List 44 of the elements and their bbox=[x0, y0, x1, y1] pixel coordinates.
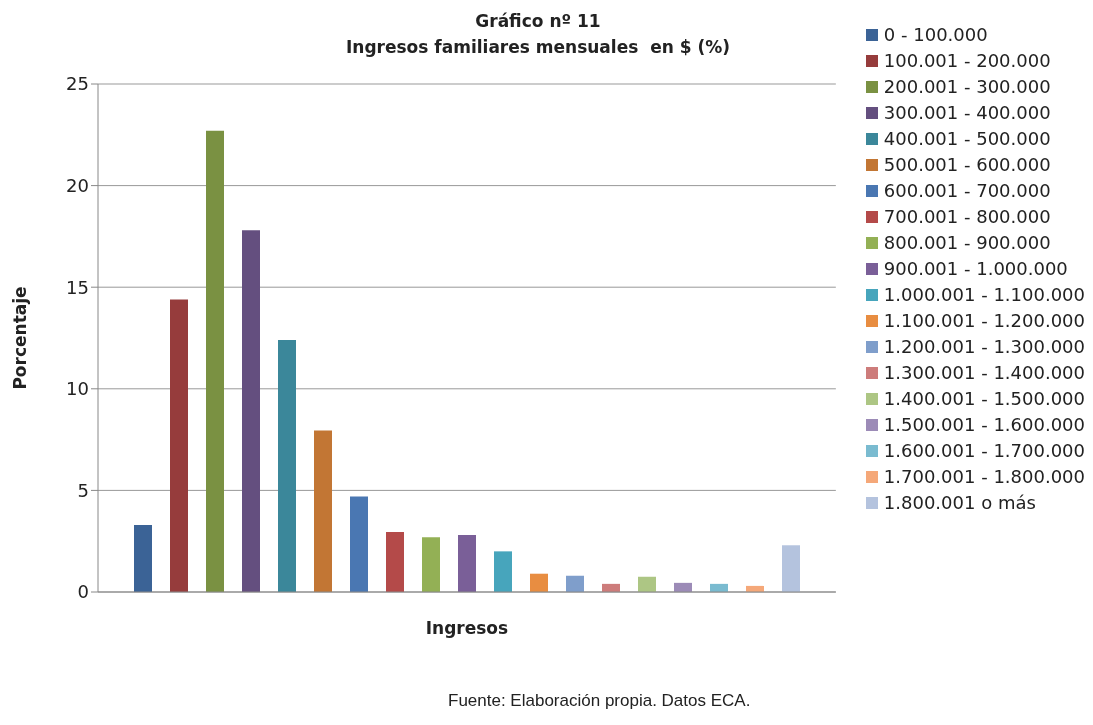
bar bbox=[638, 576, 656, 592]
y-tick-label: 5 bbox=[77, 479, 89, 501]
legend-label: 900.001 - 1.000.000 bbox=[883, 257, 1068, 281]
legend-label: 1.000.001 - 1.100.000 bbox=[883, 283, 1085, 307]
bar bbox=[422, 537, 440, 592]
y-tick-label: 10 bbox=[66, 378, 89, 400]
legend-label: 1.700.001 - 1.800.000 bbox=[883, 465, 1085, 489]
y-axis-title: Porcentaje bbox=[10, 286, 31, 390]
y-tick-label: 20 bbox=[66, 174, 89, 196]
legend-label: 400.001 - 500.000 bbox=[883, 127, 1051, 151]
bar bbox=[170, 299, 188, 592]
bar bbox=[278, 340, 296, 592]
legend-label: 1.400.001 - 1.500.000 bbox=[883, 387, 1085, 411]
bar bbox=[494, 551, 512, 592]
y-tick-label: 25 bbox=[66, 73, 89, 95]
bar bbox=[242, 230, 260, 592]
legend-label: 0 - 100.000 bbox=[883, 23, 988, 47]
bar bbox=[386, 532, 404, 592]
legend-label: 1.100.001 - 1.200.000 bbox=[883, 309, 1085, 333]
bar bbox=[566, 575, 584, 592]
bar bbox=[314, 430, 332, 592]
legend-label: 500.001 - 600.000 bbox=[883, 153, 1051, 177]
x-axis-title: Ingresos bbox=[425, 618, 509, 638]
legend-label: 1.300.001 - 1.400.000 bbox=[883, 361, 1085, 385]
bar bbox=[458, 535, 476, 592]
legend-label: 600.001 - 700.000 bbox=[883, 179, 1051, 203]
legend-label: 1.200.001 - 1.300.000 bbox=[883, 335, 1085, 359]
y-tick-label: 15 bbox=[66, 276, 89, 298]
legend-label: 1.600.001 - 1.700.000 bbox=[883, 439, 1085, 463]
bar bbox=[530, 573, 548, 592]
legend-label: 1.500.001 - 1.600.000 bbox=[883, 413, 1085, 437]
source-note: Fuente: Elaboración propia. Datos ECA. bbox=[448, 691, 751, 711]
legend-label: 700.001 - 800.000 bbox=[883, 205, 1051, 229]
bar bbox=[350, 496, 368, 592]
chart-title: Gráfico nº 11 Ingresos familiares mensuales en $ (%) bbox=[344, 10, 732, 59]
legend-label: 300.001 - 400.000 bbox=[883, 101, 1051, 125]
bar bbox=[134, 524, 152, 592]
bar bbox=[782, 545, 800, 592]
bar bbox=[206, 130, 224, 592]
legend-label: 100.001 - 200.000 bbox=[883, 49, 1051, 73]
y-tick-label: 0 bbox=[77, 581, 89, 603]
legend-label: 800.001 - 900.000 bbox=[883, 231, 1051, 255]
legend-label: 200.001 - 300.000 bbox=[883, 75, 1051, 99]
legend-label: 1.800.001 o más bbox=[883, 491, 1036, 515]
